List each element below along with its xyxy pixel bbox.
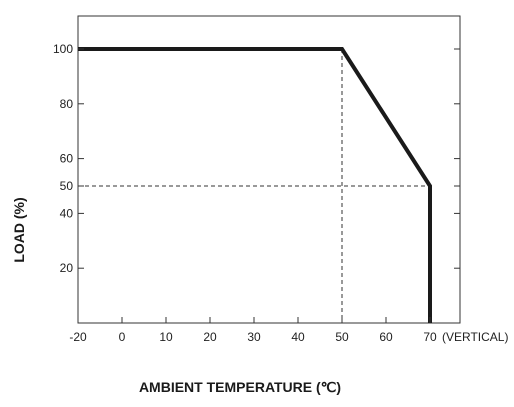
x-tick-label: -20	[69, 330, 87, 344]
series-layer	[78, 47, 432, 323]
y-axis-ticks: 20 40 50 60 80 100	[53, 42, 460, 275]
y-axis-title: LOAD (%)	[11, 197, 27, 262]
x-tick-label: 70	[423, 330, 437, 344]
x-tick-label: 10	[159, 330, 173, 344]
x-tick-label: 40	[291, 330, 305, 344]
x-tick-label: 0	[119, 330, 126, 344]
x-tick-label: 30	[247, 330, 261, 344]
x-tick-label: 50	[335, 330, 349, 344]
x-tick-label: 20	[203, 330, 217, 344]
plot-frame	[77, 15, 461, 324]
y-tick-label: 50	[60, 179, 74, 193]
x-axis-title: AMBIENT TEMPERATURE (℃)	[139, 379, 341, 395]
y-tick-label: 100	[53, 42, 73, 56]
y-tick-label: 80	[60, 97, 74, 111]
x-axis-ticks: -20 0 10 20 30 40 50 60 70	[69, 317, 437, 344]
y-tick-label: 60	[60, 152, 74, 166]
plot-area	[77, 15, 461, 324]
reference-lines	[78, 49, 430, 323]
y-tick-label: 20	[60, 261, 74, 275]
x-tick-label: 60	[379, 330, 393, 344]
x-axis-note: (VERTICAL)	[442, 330, 508, 344]
y-tick-label: 40	[60, 206, 74, 220]
derating-curve	[78, 47, 432, 323]
